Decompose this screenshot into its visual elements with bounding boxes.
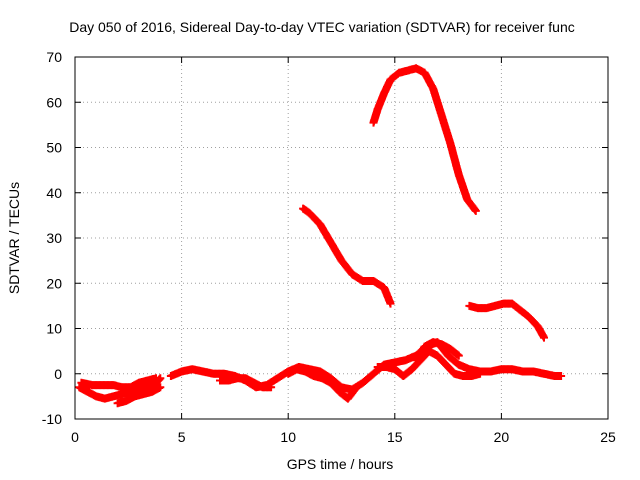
- plot-area-border: [74, 56, 609, 420]
- x-axis-label: GPS time / hours: [287, 456, 394, 472]
- series-arc-9: [299, 204, 395, 308]
- y-tick-label: 30: [46, 230, 62, 246]
- data-point: [152, 374, 160, 383]
- data-point: [476, 369, 485, 378]
- chart-title: Day 050 of 2016, Sidereal Day-to-day VTE…: [69, 19, 575, 35]
- y-tick-label: 10: [46, 321, 62, 337]
- data-point: [352, 383, 361, 392]
- x-tick-label: 25: [600, 429, 616, 445]
- x-tick-label: 15: [387, 429, 403, 445]
- data-points: [75, 64, 566, 408]
- y-axis-label: SDTVAR / TECUs: [6, 182, 22, 294]
- x-tick-label: 20: [494, 429, 510, 445]
- y-tick-label: 40: [46, 185, 62, 201]
- series-arc-4: [166, 338, 566, 394]
- y-tick-label: 0: [54, 366, 62, 382]
- data-point: [267, 383, 276, 392]
- data-point: [557, 372, 566, 380]
- series-arc-10: [369, 64, 480, 215]
- series-arc-11: [465, 299, 548, 342]
- series-arc-6: [284, 365, 361, 403]
- x-tick-label: 5: [178, 429, 186, 445]
- data-point: [454, 351, 463, 360]
- series-arc-2: [77, 374, 160, 392]
- x-tick-label: 0: [71, 429, 79, 445]
- y-tick-label: 50: [46, 140, 62, 156]
- grid: [75, 57, 608, 419]
- series-arc-3: [113, 383, 165, 408]
- data-point: [156, 383, 165, 392]
- y-tick-label: -10: [42, 411, 62, 427]
- data-point: [471, 206, 480, 215]
- series-arc-5: [216, 374, 276, 392]
- data-point: [386, 299, 395, 308]
- x-tick-label: 10: [280, 429, 296, 445]
- data-point: [540, 333, 548, 342]
- y-tick-label: 60: [46, 94, 62, 110]
- axis-ticks: 0 5 10 15 20 25 -10 0 10 20 30 40 50 60 70: [42, 49, 616, 445]
- y-tick-label: 70: [46, 49, 62, 65]
- y-tick-label: 20: [46, 275, 62, 291]
- series-arc-8: [412, 338, 463, 365]
